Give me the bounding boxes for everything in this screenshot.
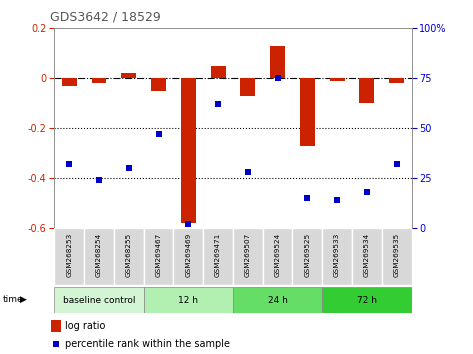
Bar (54, 287, 144, 313)
Text: GSM269507: GSM269507 (245, 233, 251, 277)
Point (274, 75, 281, 81)
Bar (330, 78, 344, 81)
Point (304, 195, 311, 201)
Text: 12 h: 12 h (178, 296, 198, 304)
Text: GSM269467: GSM269467 (156, 233, 162, 277)
Text: time: time (2, 295, 23, 304)
Text: ▶: ▶ (20, 295, 27, 304)
Bar (233, 228, 263, 285)
Bar (359, 78, 374, 103)
Text: GSM269534: GSM269534 (364, 233, 370, 277)
Bar (300, 78, 315, 146)
Point (214, 102, 222, 107)
Text: GSM268253: GSM268253 (66, 233, 72, 277)
Bar (270, 46, 285, 78)
Bar (151, 78, 166, 91)
Bar (233, 287, 322, 313)
Text: GSM269524: GSM269524 (275, 233, 280, 277)
Point (95, 177, 103, 183)
Text: GSM269535: GSM269535 (394, 233, 400, 277)
Text: GSM268254: GSM268254 (96, 233, 102, 277)
Bar (144, 228, 174, 285)
Text: GSM268255: GSM268255 (126, 233, 132, 277)
Bar (181, 78, 196, 223)
Text: 24 h: 24 h (268, 296, 288, 304)
Bar (210, 66, 226, 78)
Text: GSM269533: GSM269533 (334, 233, 340, 277)
Bar (203, 228, 233, 285)
Point (184, 222, 192, 227)
Bar (322, 287, 412, 313)
Point (289, 255, 297, 260)
Bar (122, 73, 136, 78)
Text: GSM269471: GSM269471 (215, 233, 221, 277)
Bar (240, 78, 255, 96)
Bar (114, 228, 144, 285)
Point (125, 166, 132, 171)
Bar (174, 228, 203, 285)
Bar (322, 228, 352, 285)
Text: GDS3642 / 18529: GDS3642 / 18529 (50, 11, 160, 24)
Point (65, 161, 73, 167)
Point (155, 131, 162, 137)
Text: log ratio: log ratio (65, 321, 105, 331)
Bar (62, 78, 77, 86)
Bar (292, 228, 322, 285)
Bar (84, 228, 114, 285)
Text: 72 h: 72 h (357, 296, 377, 304)
Point (393, 161, 401, 167)
Text: baseline control: baseline control (63, 296, 135, 304)
Bar (382, 228, 412, 285)
Text: percentile rank within the sample: percentile rank within the sample (65, 339, 230, 349)
Text: GSM269525: GSM269525 (304, 233, 310, 277)
Bar (389, 78, 404, 83)
Point (244, 170, 252, 175)
Bar (352, 228, 382, 285)
Bar (92, 78, 106, 83)
Bar (54, 228, 84, 285)
Bar (144, 287, 233, 313)
Point (333, 198, 341, 203)
Text: GSM269469: GSM269469 (185, 233, 191, 277)
Bar (263, 228, 292, 285)
Bar (52, 320, 61, 332)
Point (363, 189, 371, 195)
